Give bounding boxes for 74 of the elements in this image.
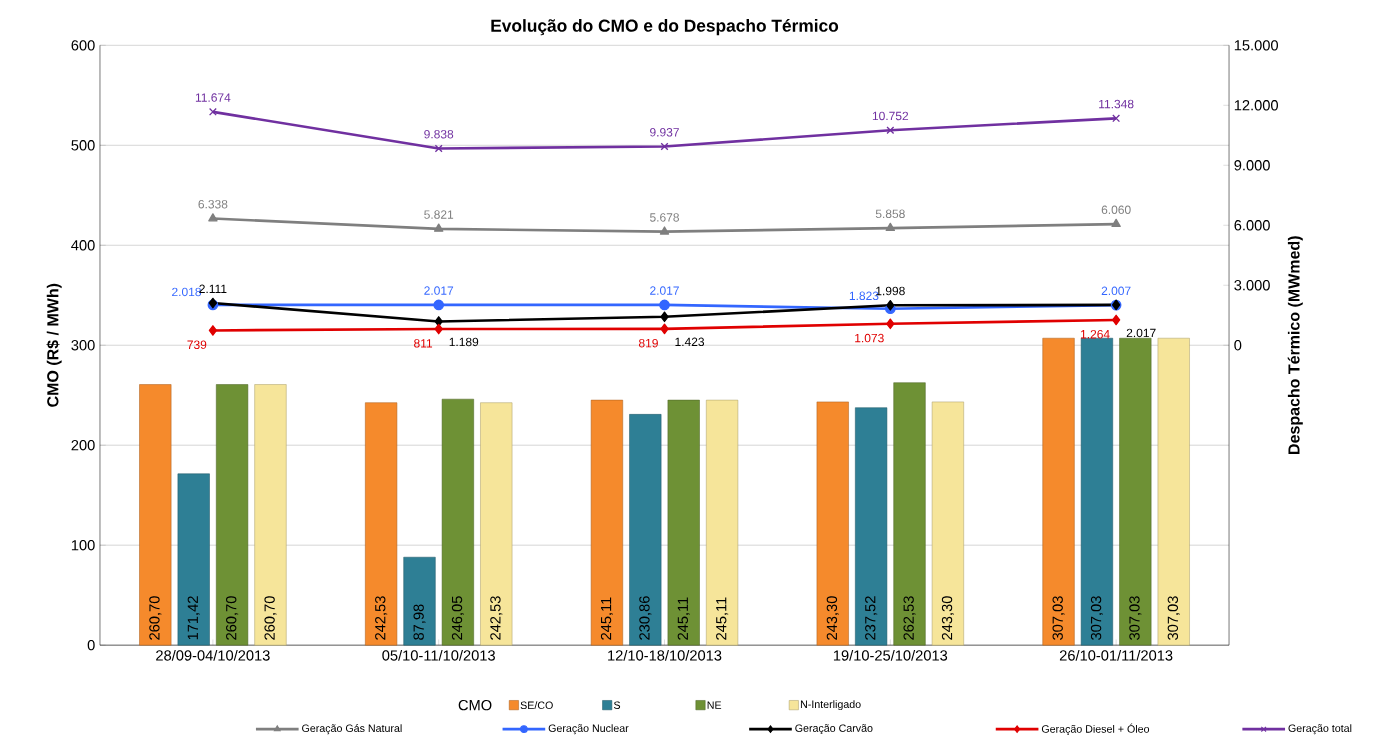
data-label: 9.937 bbox=[650, 127, 679, 137]
y-tick-label: 600 bbox=[71, 40, 95, 51]
data-label: 245,11 bbox=[716, 597, 729, 640]
y2-tick-label: 15.000 bbox=[1234, 40, 1278, 51]
data-label: 5.821 bbox=[424, 210, 454, 219]
y-tick-label: 400 bbox=[71, 240, 95, 251]
data-label: 230,86 bbox=[639, 596, 652, 640]
data-label: 237,52 bbox=[865, 596, 878, 640]
data-label: 242,53 bbox=[375, 596, 388, 640]
data-label: 2.017 bbox=[650, 286, 679, 295]
legend-label: SE/CO bbox=[520, 701, 553, 709]
data-label: 1.264 bbox=[1080, 329, 1110, 339]
legend-label: Geração Carvão bbox=[795, 724, 873, 735]
data-label: 260,70 bbox=[264, 596, 277, 640]
x-tick-label: 12/10-18/10/2013 bbox=[608, 649, 722, 661]
data-label: 2.007 bbox=[1101, 286, 1131, 296]
legend-label: Geração Gás Natural bbox=[302, 724, 402, 735]
data-label: 171,42 bbox=[187, 596, 200, 640]
y-tick-label: 0 bbox=[87, 639, 95, 651]
data-label: 307,03 bbox=[1167, 596, 1180, 640]
data-label: 243,30 bbox=[826, 596, 839, 640]
data-label: 260,70 bbox=[226, 596, 239, 640]
y2-tick-label: 3.000 bbox=[1234, 280, 1270, 291]
legend-label: Geração total bbox=[1288, 724, 1352, 735]
legend-label: N-Interligado bbox=[800, 700, 861, 711]
y-tick-label: 300 bbox=[71, 340, 95, 351]
data-label: 307,03 bbox=[1052, 596, 1065, 640]
y2-tick-label: 6.000 bbox=[1234, 220, 1270, 231]
data-label: 2.017 bbox=[1126, 328, 1156, 338]
data-label: 245,11 bbox=[600, 597, 613, 640]
chart-title: Evolução do CMO e do Despacho Térmico bbox=[491, 18, 839, 36]
y2-tick-label: 9.000 bbox=[1234, 160, 1270, 171]
data-label: 9.838 bbox=[424, 129, 454, 139]
data-label: 5.678 bbox=[649, 213, 679, 222]
data-label: 245,11 bbox=[677, 597, 690, 640]
legend-title: CMO bbox=[458, 699, 492, 711]
data-label: 307,03 bbox=[1090, 596, 1103, 640]
data-label: 11.348 bbox=[1099, 99, 1134, 109]
data-label: 2.018 bbox=[172, 287, 201, 297]
data-label: 6.060 bbox=[1101, 205, 1131, 214]
data-label: 243,30 bbox=[941, 596, 954, 640]
data-label: 307,03 bbox=[1129, 596, 1142, 640]
x-tick-label: 19/10-25/10/2013 bbox=[833, 649, 948, 661]
data-label: 2.111 bbox=[199, 284, 227, 293]
data-label: 739 bbox=[187, 340, 207, 349]
data-label: 6.338 bbox=[198, 199, 228, 209]
legend-label: S bbox=[613, 701, 621, 709]
y2-tick-label: 0 bbox=[1234, 340, 1242, 351]
y-axis-title: CMO (R$ / MWh) bbox=[46, 283, 62, 407]
legend-label: Geração Nuclear bbox=[548, 724, 629, 735]
y2-axis-title: Despacho Térmico (MWmed) bbox=[1287, 236, 1303, 454]
data-label: 11.674 bbox=[195, 93, 231, 102]
data-label: 87,98 bbox=[413, 604, 426, 640]
data-label: 819 bbox=[638, 338, 658, 348]
data-label: 5.858 bbox=[875, 209, 905, 219]
data-label: 2.017 bbox=[424, 286, 454, 295]
data-label: 811 bbox=[414, 338, 433, 348]
x-tick-label: 05/10-11/10/2013 bbox=[382, 649, 495, 661]
data-label: 1.423 bbox=[675, 337, 705, 347]
y-tick-label: 100 bbox=[71, 539, 95, 551]
legend-label: NE bbox=[707, 701, 722, 709]
data-label: 10.752 bbox=[872, 111, 909, 121]
x-tick-label: 26/10-01/11/2013 bbox=[1059, 649, 1173, 661]
legend-label: Geração Diesel + Óleo bbox=[1041, 723, 1150, 735]
x-tick-label: 28/09-04/10/2013 bbox=[156, 649, 270, 661]
y-tick-label: 500 bbox=[71, 140, 95, 151]
data-label: 1.073 bbox=[855, 333, 884, 343]
y2-tick-label: 12.000 bbox=[1234, 100, 1278, 111]
y-tick-label: 200 bbox=[71, 439, 95, 451]
data-label: 260,70 bbox=[149, 596, 162, 640]
data-label: 262,53 bbox=[903, 596, 916, 640]
data-label: 242,53 bbox=[490, 596, 503, 640]
data-label: 1.189 bbox=[449, 337, 479, 347]
data-label: 246,05 bbox=[451, 596, 464, 640]
